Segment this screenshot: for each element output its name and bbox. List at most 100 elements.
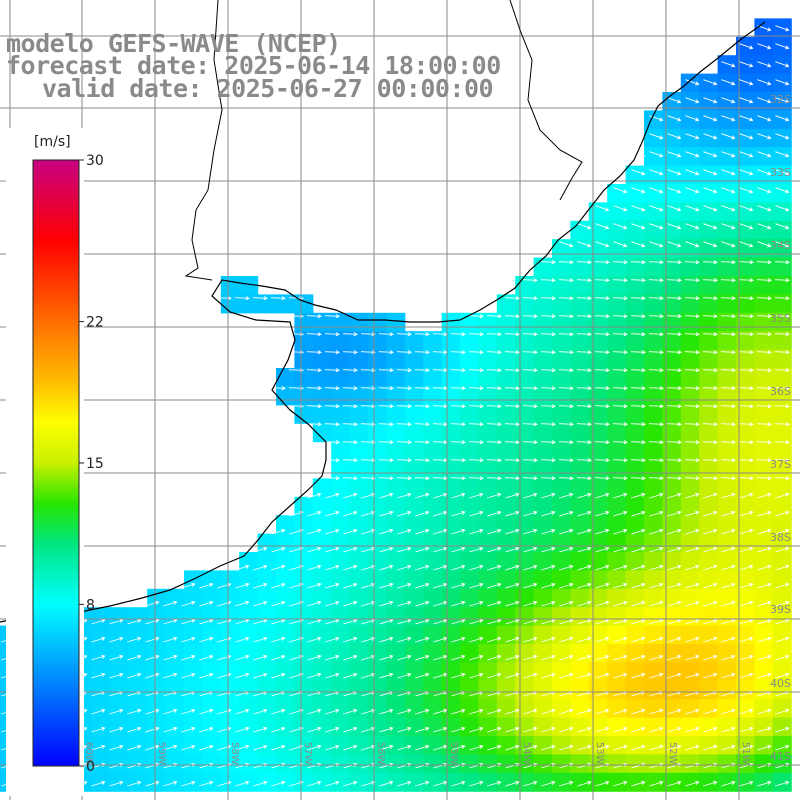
wind-speed-cell [644, 202, 663, 222]
wind-speed-cell [699, 588, 719, 608]
wind-speed-cell [699, 460, 719, 479]
wind-arrow [738, 350, 754, 355]
wind-arrow [757, 600, 772, 607]
wind-arrow [649, 708, 664, 715]
wind-speed-cell [680, 607, 700, 627]
wind-arrow [721, 600, 736, 607]
wind-speed-cell [294, 625, 314, 645]
wind-arrow [504, 476, 520, 481]
wind-speed-cell [772, 662, 792, 682]
wind-arrow [253, 654, 268, 661]
wind-arrow [594, 440, 610, 445]
wind-arrow [451, 546, 466, 553]
wind-arrow [324, 476, 340, 481]
wind-arrow [775, 510, 790, 517]
wind-arrow [558, 278, 574, 283]
wind-speed-cell [680, 73, 700, 93]
wind-arrow [414, 440, 430, 445]
wind-speed-cell [552, 460, 571, 479]
wind-arrow [666, 422, 682, 427]
wind-arrow [666, 350, 682, 355]
wind-speed-cell [662, 147, 682, 167]
wind-arrow [702, 314, 718, 319]
border-line [184, 0, 223, 281]
wind-arrow [774, 350, 790, 355]
wind-speed-cell [386, 533, 406, 553]
wind-speed-cell [680, 257, 700, 277]
wind-speed-cell [588, 496, 608, 516]
wind-speed-cell [699, 552, 719, 571]
wind-arrow [649, 205, 664, 212]
wind-arrow [631, 492, 646, 499]
wind-arrow [594, 278, 610, 283]
wind-speed-cell [754, 717, 774, 737]
wind-speed-cell [368, 680, 387, 700]
wind-arrow [127, 672, 142, 679]
wind-speed-cell [460, 478, 479, 498]
wind-arrow [703, 133, 718, 140]
wind-speed-cell [662, 441, 682, 461]
wind-arrow [667, 672, 682, 679]
wind-arrow [307, 492, 322, 499]
wind-speed-cell [588, 460, 608, 479]
wind-speed-cell [460, 349, 479, 369]
wind-speed-cell [699, 239, 719, 259]
wind-arrow [757, 61, 772, 68]
wind-arrow [720, 350, 736, 355]
wind-speed-cell [736, 552, 755, 571]
wind-speed-cell [496, 717, 516, 737]
wind-speed-cell [515, 423, 535, 443]
wind-arrow [415, 582, 430, 589]
wind-arrow [505, 564, 520, 571]
wind-speed-cell [625, 515, 645, 535]
wind-speed-cell [312, 772, 332, 792]
wind-arrow [504, 458, 520, 463]
wind-arrow [702, 476, 718, 481]
wind-arrow [702, 440, 718, 445]
wind-speed-cell [460, 699, 479, 719]
wind-arrow [342, 386, 358, 391]
wind-speed-cell [588, 533, 608, 553]
wind-arrow [199, 636, 214, 643]
wind-speed-cell [460, 680, 479, 700]
wind-speed-cell [276, 386, 295, 406]
wind-speed-cell [441, 588, 461, 608]
wind-arrow [576, 260, 592, 265]
wind-speed-cell [662, 717, 682, 737]
wind-arrow [378, 476, 394, 481]
wind-speed-cell [717, 128, 737, 148]
wind-speed-cell [699, 625, 719, 645]
wind-arrow [468, 476, 484, 481]
wind-speed-cell [588, 441, 608, 461]
wind-speed-cell [754, 460, 774, 479]
wind-arrow [631, 223, 646, 230]
wind-arrow [649, 744, 664, 751]
wind-arrow [450, 440, 466, 445]
wind-speed-cell [496, 478, 516, 498]
wind-arrow [595, 241, 610, 248]
wind-arrow [702, 350, 718, 355]
wind-speed-cell [607, 220, 627, 240]
wind-arrow [361, 618, 376, 625]
wind-speed-cell [754, 772, 774, 792]
wind-speed-cell [570, 680, 590, 700]
wind-speed-cell [680, 644, 700, 663]
wind-speed-cell [478, 588, 498, 608]
wind-arrow [685, 582, 700, 589]
wind-arrow [703, 528, 718, 535]
wind-speed-cell [312, 404, 332, 424]
wind-speed-cell [349, 607, 369, 627]
wind-speed-cell [552, 588, 571, 608]
wind-arrow [738, 476, 754, 481]
wind-speed-cell [349, 736, 369, 755]
wind-arrow [163, 708, 178, 715]
wind-speed-cell [644, 294, 663, 314]
wind-speed-cell [128, 625, 148, 645]
wind-speed-cell [552, 515, 571, 535]
wind-speed-cell [772, 257, 792, 277]
wind-speed-cell [276, 717, 295, 737]
wind-speed-cell [349, 386, 369, 406]
wind-speed-cell [496, 460, 516, 479]
wind-speed-cell [625, 607, 645, 627]
wind-arrow [163, 744, 178, 751]
